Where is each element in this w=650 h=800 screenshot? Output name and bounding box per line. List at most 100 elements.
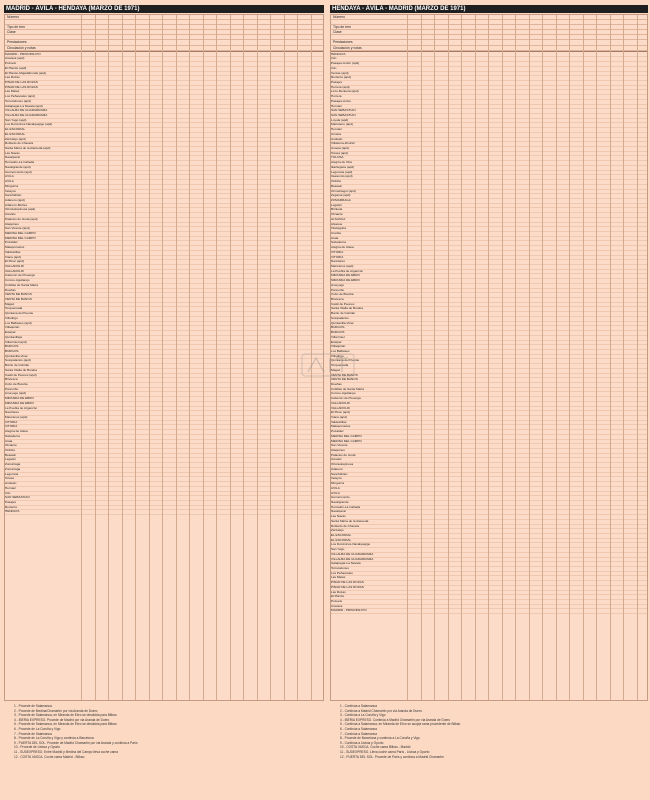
station-name: SAN SEBASTIÁN [331, 114, 356, 117]
meta-label: Tipo de tren [333, 25, 351, 30]
station-row: Valdestillas [331, 421, 647, 426]
station-row: Matapozuelos [331, 425, 647, 431]
station-row: El Pinar (apd) [5, 260, 323, 265]
time-cells [67, 510, 323, 514]
time-cells [67, 62, 323, 66]
time-cells [67, 298, 323, 302]
station-name: La Puebla de Arganzón [5, 406, 38, 410]
station-name: Briviesca [5, 378, 18, 382]
time-cells [67, 378, 323, 382]
station-name: Brinkola [331, 208, 343, 212]
station-name: Manzanos (apd) [5, 416, 28, 419]
station-row: Corcos-Aguilarejo [331, 392, 647, 398]
station-name: Guimorcondo [331, 496, 350, 500]
station-name: SAN SEBASTIÁN [331, 109, 356, 113]
station-row: Legorreta [5, 473, 323, 478]
station-name: Guimorcondo (apd) [5, 170, 32, 174]
station-row: Otzaurte [331, 213, 647, 218]
station-name: Robledo de Chavela [331, 524, 360, 528]
station-name: Galapagar-La Navata [331, 562, 361, 566]
time-cells [67, 204, 323, 208]
station-name: Santa Olalla de Bureba [331, 307, 363, 311]
station-row: El Plantío-Majadahonda (apd) [5, 72, 323, 77]
time-cells [67, 444, 323, 448]
station-row: Sotopalacios (apd) [5, 359, 323, 365]
station-row: PINAR DE LAS ROZAS [5, 86, 323, 91]
time-cells [67, 105, 323, 109]
time-cells [67, 185, 323, 189]
station-name: Arévalo [5, 213, 16, 217]
station-row: Irún [5, 492, 323, 497]
meta-values [77, 35, 323, 39]
station-row: Dueñas [5, 289, 323, 294]
station-name: Ventas (apd) [331, 71, 349, 75]
meta-label [331, 20, 403, 24]
station-name: ÁVILA [331, 486, 340, 490]
time-cells [67, 421, 323, 425]
station-row: Palacios de Goda (apd) [5, 218, 323, 223]
station-name: Ameyugo [331, 283, 345, 287]
station-name: Pozaldez [5, 241, 18, 245]
station-name: VILLALBA DE GUADARRAMA [5, 114, 48, 117]
station-name: Beasain [5, 453, 17, 457]
station-name: Alsasua [331, 222, 343, 226]
station-row: Los Dominicos-Navalquejigo (apd) [5, 123, 323, 129]
station-row: EL ESCORIAL [5, 128, 323, 133]
station-name: VALLADOLID [5, 269, 24, 273]
station-name: Andoain [331, 137, 343, 141]
footnote: 6 - Continúa a Salamanca [340, 726, 377, 731]
station-row: Hernani [331, 105, 647, 110]
station-name: Ordizia [331, 180, 341, 184]
station-row: La Puebla de Arganzón [5, 407, 323, 412]
station-name: MIRANDA DE EBRO [331, 274, 360, 278]
station-name: BURGOS [331, 331, 345, 335]
station-row: Tolosa (apd) [331, 152, 647, 157]
time-cells [67, 147, 323, 151]
time-cells [67, 468, 323, 472]
time-cells [67, 440, 323, 444]
left-timetable: Número Tipo de tren Clase Prestaciones Circu… [4, 14, 324, 701]
station-row: Matapozuelos [5, 246, 323, 251]
meta-row: Tipo de tren [331, 25, 647, 31]
station-name: Quintana del Puente [331, 359, 360, 363]
station-name: Itsasondo (apd) [331, 175, 353, 179]
station-row: BURGOS [331, 331, 647, 336]
time-cells [67, 95, 323, 99]
station-name: Salvatierra [5, 434, 20, 438]
station-row: HENDAYA [331, 53, 647, 58]
station-row: Ordizia [5, 449, 323, 454]
station-name: VILLALBA DE GUADARRAMA [331, 557, 374, 561]
left-meta-header: Número Tipo de tren Clase Prestaciones Circu… [5, 15, 323, 52]
station-row: La Puebla de Arganzón [331, 270, 647, 275]
station-name: Ortola-Espinosa [331, 463, 354, 467]
station-name: Los Peñascales (apd) [5, 95, 35, 99]
station-row: Nanclares [331, 260, 647, 265]
station-row: Hernani [5, 487, 323, 492]
station-row: Guimorcondo [331, 496, 647, 501]
station-row: Manzanos (apd) [331, 265, 647, 270]
time-cells [67, 138, 323, 142]
station-name: Manzanos (apd) [331, 265, 354, 268]
station-name: Beasain [331, 184, 343, 188]
time-cells [67, 293, 323, 297]
station-name: PINAR DE LAS ROZAS [5, 85, 38, 89]
station-row: BURGOS [331, 326, 647, 332]
station-row: Robledo de Chavela [331, 525, 647, 530]
time-cells [67, 175, 323, 179]
station-name: Velayos [5, 189, 16, 193]
meta-values [77, 25, 323, 29]
station-name: Villaquirán [5, 326, 20, 330]
station-name: Pasajes [5, 500, 17, 504]
station-name: Valdestillas [331, 420, 347, 424]
meta-row: Tipo de tren [5, 25, 323, 31]
station-name: MEDINA DEL CAMPO [5, 236, 36, 240]
station-name: Dueñas [5, 288, 16, 292]
station-row: Galapagar-La Navata [331, 562, 647, 567]
time-cells [67, 322, 323, 326]
station-name: Arévalo [331, 458, 342, 462]
station-name: La Puebla de Arganzón [331, 269, 364, 273]
station-row: Pasajes-Antxo [331, 100, 647, 105]
station-name: Martutene (apd) [331, 123, 354, 127]
station-row: Zegama (apd) [331, 194, 647, 199]
